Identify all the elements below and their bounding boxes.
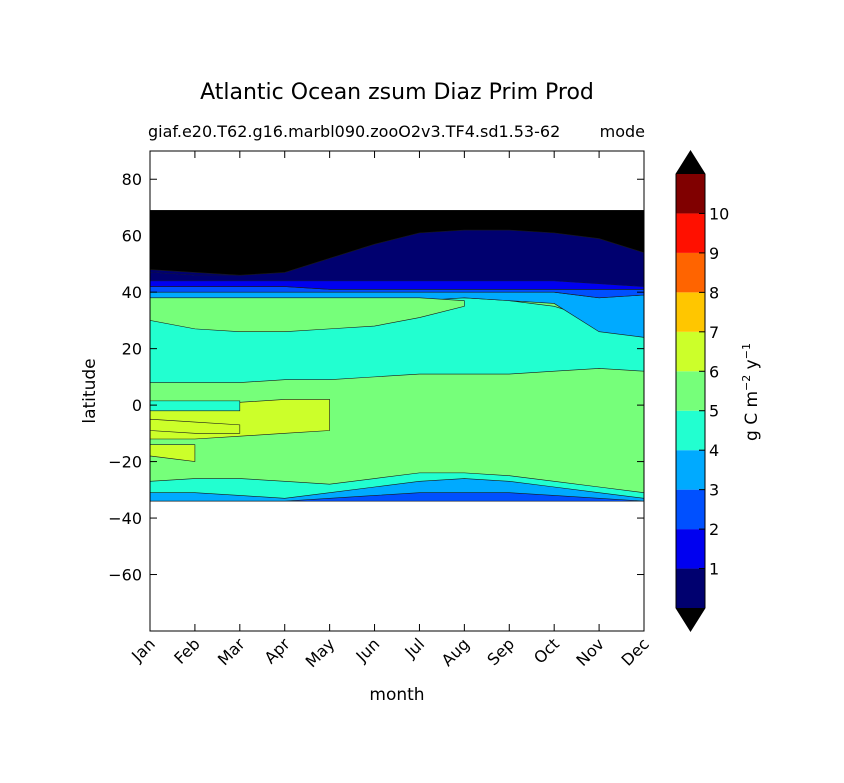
x-axis-label: month — [369, 685, 424, 705]
chart-title: Atlantic Ocean zsum Diaz Prim Prod — [200, 80, 594, 105]
colorbar-swatch — [676, 331, 705, 372]
contour-fill-0-1-gap — [150, 230, 644, 287]
colorbar-swatch — [676, 371, 705, 411]
colorbar-outline — [675, 150, 706, 632]
y-tick-label: 20 — [122, 340, 142, 359]
colorbar-tick-label: 1 — [709, 560, 719, 579]
contour-fill-5-6-subtropical — [149, 297, 465, 333]
chart-subtitle-left: giaf.e20.T62.g16.marbl090.zooO2v3.TF4.sd… — [148, 122, 560, 141]
contour-fill-4-5-equatorial-patch — [149, 400, 241, 412]
colorbar-swatch — [676, 489, 705, 530]
y-tick-label: 0 — [132, 396, 142, 415]
colorbar-tick-label: 9 — [709, 244, 719, 263]
contour-layer — [149, 209, 645, 502]
colorbar-label-mid: y — [742, 359, 762, 374]
colorbar-tick-label: 10 — [709, 204, 729, 223]
colorbar-tick-label: 8 — [709, 283, 719, 302]
y-tick-label: 60 — [122, 227, 142, 246]
colorbar-tick-label: 5 — [709, 402, 719, 421]
colorbar-label: g C m−2 y−1 — [740, 343, 762, 441]
y-tick-label: 80 — [122, 170, 142, 189]
colorbar-label-main: g C m — [742, 391, 762, 441]
colorbar-ticks: 1 2 3 4 5 6 7 8 9 10 — [699, 204, 729, 579]
colorbar-tick-label: 6 — [709, 362, 719, 381]
colorbar-tick-label: 2 — [709, 520, 719, 539]
colorbar — [675, 150, 706, 632]
chart-subtitle-right: mode — [600, 122, 645, 141]
colorbar-label-exp1: −2 — [740, 375, 753, 391]
y-axis-ticks: −60 −40 −20 0 20 40 60 80 — [108, 170, 644, 585]
colorbar-swatch — [676, 213, 705, 253]
colorbar-tick-label: 7 — [709, 323, 719, 342]
y-tick-label: −20 — [108, 453, 142, 472]
colorbar-swatch — [676, 450, 705, 490]
colorbar-swatch — [676, 410, 705, 451]
colorbar-extend-under — [676, 608, 705, 631]
colorbar-swatch — [676, 292, 705, 332]
colorbar-swatch — [676, 568, 705, 608]
colorbar-tick-label: 3 — [709, 481, 719, 500]
colorbar-tick-label: 4 — [709, 441, 719, 460]
colorbar-extend-over — [676, 151, 705, 174]
y-tick-label: −60 — [108, 566, 142, 585]
colorbar-swatch — [676, 529, 705, 569]
colorbar-swatch — [676, 174, 705, 214]
y-tick-label: −40 — [108, 509, 142, 528]
y-tick-label: 40 — [122, 283, 142, 302]
colorbar-swatch — [676, 252, 705, 293]
colorbar-label-exp2: −1 — [740, 343, 753, 359]
plot-area — [149, 150, 645, 632]
y-axis-label: latitude — [80, 358, 100, 423]
